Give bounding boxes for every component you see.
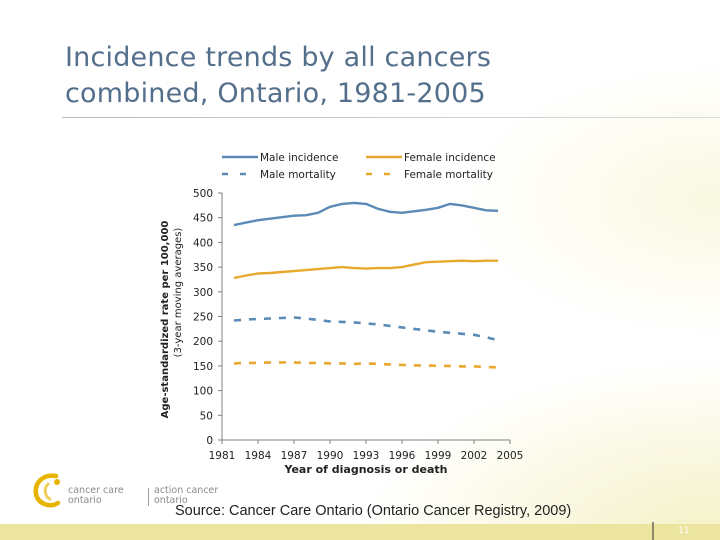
series-line-female-mortality	[233, 361, 499, 369]
x-tick-label: 1999	[425, 450, 452, 462]
y-tick-label: 400	[193, 237, 213, 249]
x-axis-title: Year of diagnosis or death	[284, 463, 448, 476]
x-tick-label: 2002	[461, 450, 488, 462]
y-tick-label: 500	[193, 188, 213, 200]
title-divider	[62, 117, 720, 118]
chart-legend: Male incidence Female incidence Male morta…	[222, 152, 496, 181]
legend-label-female-incidence: Female incidence	[404, 152, 496, 164]
y-axis-title: Age-standardized rate per 100,000	[160, 221, 171, 419]
x-tick-label: 1993	[353, 450, 380, 462]
series-line-male-incidence	[233, 201, 499, 227]
y-tick-label: 50	[200, 410, 213, 422]
logo-text-right-1: action cancer	[154, 485, 219, 496]
logo-divider	[148, 488, 149, 506]
x-tick-label: 1981	[209, 450, 236, 462]
logo-text-right-2: ontario	[154, 495, 188, 506]
x-tick-label: 1984	[245, 450, 272, 462]
cancer-care-ontario-logo: cancer care ontario action cancer ontari…	[30, 470, 240, 510]
title-line-1: Incidence trends by all cancers	[65, 42, 492, 73]
x-tick-label: 1987	[281, 450, 308, 462]
y-tick-label: 150	[193, 361, 213, 373]
source-note: Source: Cancer Care Ontario (Ontario Can…	[175, 503, 572, 519]
chart-series	[233, 201, 499, 369]
y-tick-label: 100	[193, 386, 213, 398]
legend-label-male-incidence: Male incidence	[260, 152, 338, 164]
slide-title: Incidence trends by all cancers combined…	[65, 40, 685, 112]
series-line-male-mortality	[233, 316, 499, 342]
logo-text-left-1: cancer care	[68, 485, 124, 496]
y-tick-label: 250	[193, 312, 213, 324]
y-axis-subtitle: (3-year moving averages)	[173, 228, 184, 358]
x-tick-label: 1990	[317, 450, 344, 462]
y-tick-label: 300	[193, 287, 213, 299]
series-line-female-incidence	[233, 259, 498, 280]
footer-divider	[652, 522, 654, 540]
slide-number: 11	[678, 526, 690, 536]
legend-label-male-mortality: Male mortality	[260, 169, 336, 181]
x-tick-label: 1996	[389, 450, 416, 462]
y-tick-label: 450	[193, 213, 213, 225]
logo-mark-icon	[33, 473, 61, 508]
y-tick-label: 200	[193, 336, 213, 348]
y-tick-label: 0	[206, 435, 213, 447]
chart-axes: 0 50 100 150 200 250 300 350 400 450 500 1981 1984 19…	[160, 188, 523, 476]
footer-bar	[0, 524, 720, 540]
legend-label-female-mortality: Female mortality	[404, 169, 493, 181]
title-line-2: combined, Ontario, 1981-2005	[65, 78, 486, 109]
y-tick-label: 350	[193, 262, 213, 274]
logo-text-left-2: ontario	[68, 495, 102, 506]
x-tick-label: 2005	[497, 450, 524, 462]
